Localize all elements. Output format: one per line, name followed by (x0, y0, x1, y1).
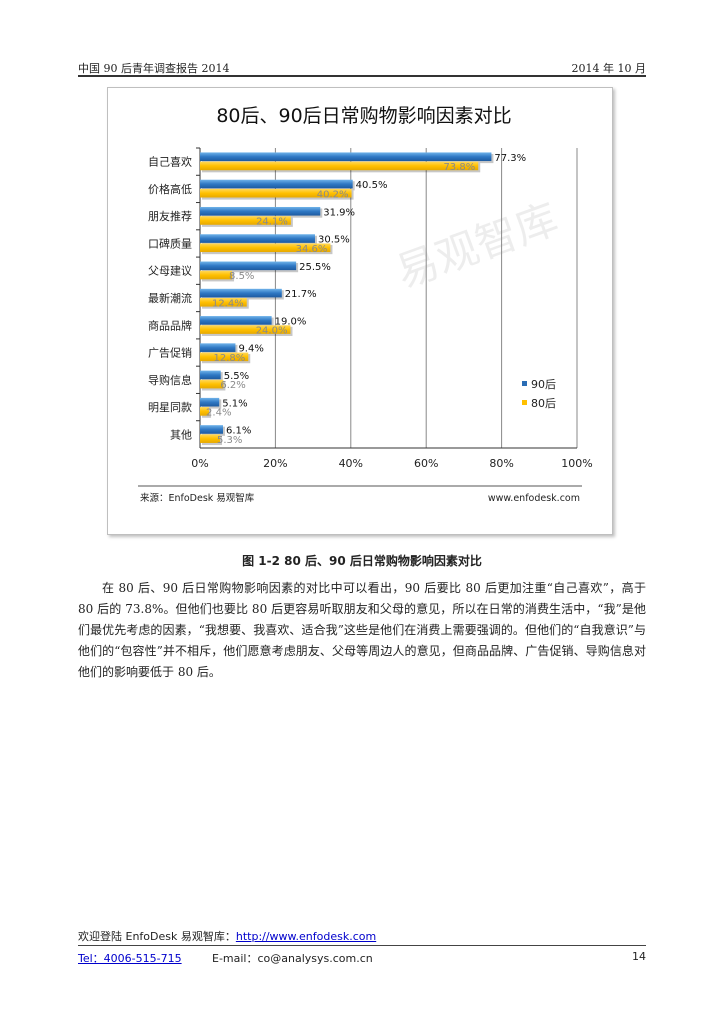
data-label-90s: 30.5% (318, 235, 350, 246)
category-label: 导购信息 (148, 373, 192, 387)
legend-label: 90后 (531, 378, 556, 391)
x-tick-label: 0% (191, 457, 208, 470)
bar-80s (200, 298, 247, 307)
bar-chart: 80后、90后日常购物影响因素对比 易观智库 77.3% 73.8% 40.5% 40… (138, 105, 593, 504)
footer-url-link[interactable]: http://www.enfodesk.com (235, 930, 377, 943)
category-label: 明星同款 (148, 400, 192, 414)
data-label-90s: 6.1% (226, 426, 251, 437)
x-tick-label: 80% (489, 457, 513, 470)
category-label: 自己喜欢 (148, 155, 192, 169)
watermark: 易观智库 (390, 194, 565, 298)
data-label-90s: 25.5% (299, 262, 331, 273)
x-tick-label: 20% (263, 457, 287, 470)
bar-90s (200, 343, 236, 352)
legend-label: 80后 (531, 397, 556, 410)
bar-90s (200, 397, 220, 407)
data-label-90s: 19.0% (275, 316, 307, 327)
footer-email: E-mail：co@analysys.com.cn (212, 952, 373, 965)
data-label-90s: 9.4% (238, 344, 263, 355)
bar-90s (200, 425, 223, 434)
bar-90s (200, 234, 315, 243)
x-tick-label: 60% (414, 457, 438, 470)
bar-90s (200, 179, 353, 189)
bar-80s (200, 216, 291, 225)
data-label-80s: 34.6% (296, 244, 328, 255)
bar-80s (200, 407, 210, 416)
data-label-90s: 31.9% (323, 207, 355, 218)
footer-tel[interactable]: Tel：4006-515-715 (78, 950, 182, 966)
data-label-90s: 77.3% (494, 153, 526, 164)
data-label-80s: 12.8% (213, 353, 245, 364)
bar-80s (200, 270, 233, 280)
bar-90s (200, 152, 492, 162)
page-number: 14 (632, 950, 646, 963)
data-label-80s: 73.8% (443, 162, 475, 173)
category-label: 其他 (170, 428, 192, 441)
footer-welcome-text: 欢迎登陆 EnfoDesk 易观智库： (78, 930, 236, 943)
x-tick-label: 100% (561, 457, 592, 470)
bar-80s (200, 188, 352, 198)
category-label: 口碑质量 (148, 237, 192, 250)
data-label-80s: 2.4% (206, 407, 231, 418)
body-paragraph: 在 80 后、90 后日常购物影响因素的对比中可以看出，90 后要比 80 后更… (78, 581, 646, 679)
data-label-80s: 24.0% (256, 326, 288, 337)
chart-title: 80后、90后日常购物影响因素对比 (216, 105, 511, 127)
x-tick-label: 40% (339, 457, 363, 470)
bar-90s (200, 206, 321, 216)
legend-swatch (522, 400, 527, 405)
category-label: 商品品牌 (148, 318, 192, 332)
category-label: 朋友推荐 (148, 209, 192, 223)
bar-80s (200, 325, 291, 334)
data-label-80s: 6.2% (220, 380, 245, 391)
header-rule (78, 75, 646, 77)
data-label-90s: 21.7% (285, 289, 317, 300)
category-label: 最新潮流 (148, 291, 192, 305)
category-label: 价格高低 (148, 182, 192, 196)
bar-90s (200, 370, 221, 380)
header-date: 2014 年 10 月 (571, 62, 646, 75)
footer-tel-link[interactable]: Tel：4006-515-715 (78, 952, 182, 965)
data-label-90s: 40.5% (356, 180, 388, 191)
header-report-title: 中国 90 后青年调查报告 2014 (78, 62, 230, 75)
legend-swatch (522, 381, 527, 386)
data-label-80s: 8.5% (229, 271, 254, 282)
bar-80s (200, 161, 479, 171)
figure-caption: 图 1-2 80 后、90 后日常购物影响因素对比 (242, 554, 482, 568)
chart-source: 来源：EnfoDesk 易观智库 (140, 492, 255, 504)
bar-80s (200, 243, 331, 253)
bar-90s (200, 316, 272, 325)
data-label-90s: 5.5% (224, 371, 249, 382)
data-label-80s: 12.4% (212, 298, 244, 309)
data-label-80s: 40.2% (317, 189, 349, 200)
footer-welcome: 欢迎登陆 EnfoDesk 易观智库：http://www.enfodesk.c… (78, 928, 376, 944)
category-label: 广告促销 (148, 346, 192, 360)
bar-80s (200, 379, 224, 389)
chart-frame: 80后、90后日常购物影响因素对比 易观智库 77.3% 73.8% 40.5% 40… (107, 87, 613, 535)
category-label: 父母建议 (148, 264, 192, 278)
data-label-90s: 5.1% (222, 398, 247, 409)
bar-90s (200, 261, 297, 271)
data-label-80s: 24.1% (256, 217, 288, 228)
bar-80s (200, 352, 249, 362)
chart-website: www.enfodesk.com (488, 493, 580, 504)
bar-80s (200, 434, 220, 443)
data-label-80s: 5.3% (217, 435, 242, 446)
footer-rule (78, 945, 646, 946)
bar-90s (200, 288, 282, 298)
